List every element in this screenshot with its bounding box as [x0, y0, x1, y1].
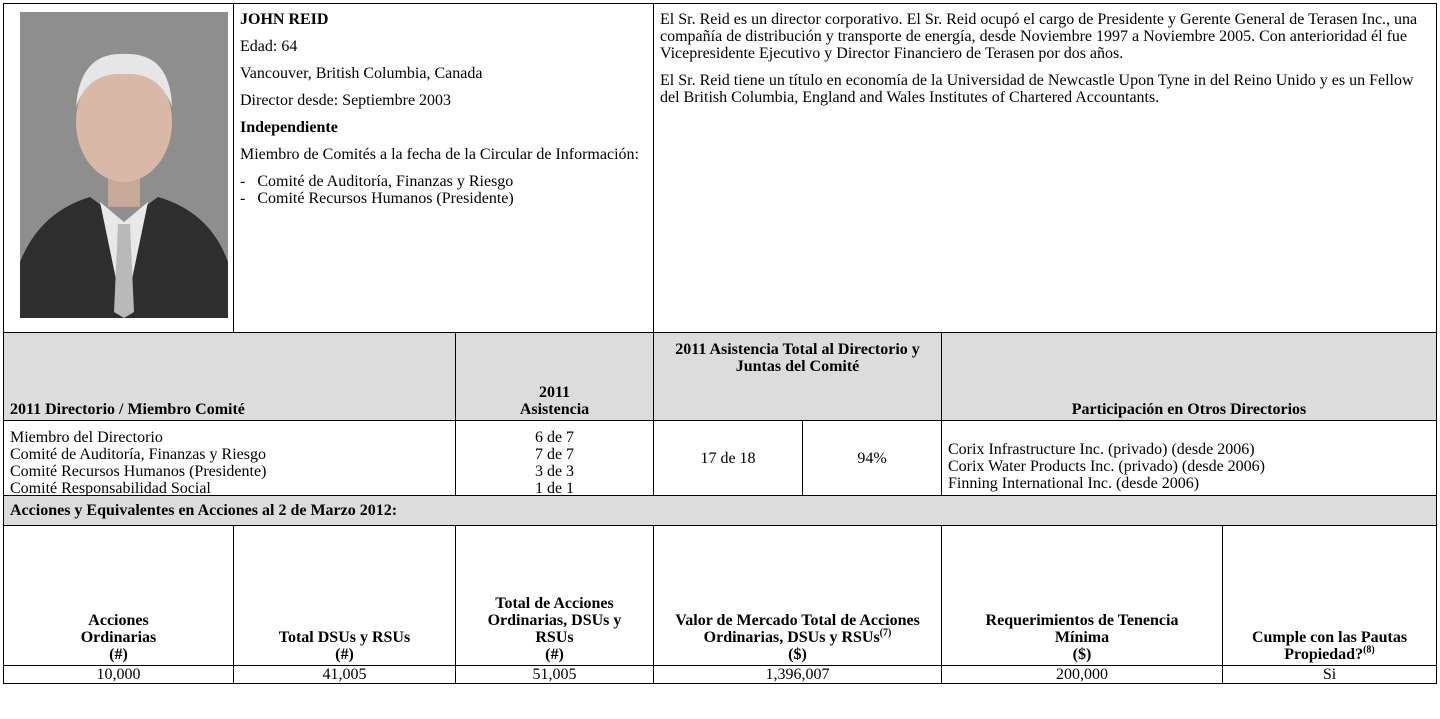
header: 2011 Asistencia Total al Directorio y Ju… [675, 341, 920, 375]
header-cell: 2011 Asistencia Total al Directorio y Ju… [653, 332, 942, 421]
committee: Comité de Auditoría, Finanzas y Riesgo [240, 173, 647, 190]
footnote: (8) [1363, 644, 1375, 656]
header-cell: 2011 Directorio / Miembro Comité [3, 332, 456, 421]
header: 2011 Directorio / Miembro Comité [10, 401, 245, 418]
header-cell: Valor de Mercado Total de Acciones Ordin… [653, 525, 942, 666]
photo-cell [3, 3, 234, 333]
attendance: 6 de 7 [534, 429, 575, 446]
value-cell: 200,000 [941, 665, 1223, 684]
committee: Comité Recursos Humanos (Presidente) [240, 190, 647, 207]
header: Cumple con las Pautas Propiedad? [1251, 629, 1408, 663]
attendance-cell: 6 de 7 7 de 7 3 de 3 1 de 1 [455, 420, 654, 497]
header-label: Acciones Ordinarias [64, 612, 173, 646]
total: 17 de 18 [700, 450, 756, 467]
status: Independiente [240, 119, 338, 136]
value: 10,000 [96, 666, 141, 683]
total-pct: 94% [857, 450, 887, 467]
committee-row: Miembro del Directorio [10, 429, 163, 446]
bio-cell: El Sr. Reid es un director corporativo. … [653, 3, 1437, 333]
age: Edad: 64 [240, 38, 298, 55]
total-cell: 17 de 18 [653, 420, 803, 496]
other-board: Finning International Inc. (desde 2006) [948, 475, 1200, 492]
value: 51,005 [532, 666, 577, 683]
value-cell: 10,000 [3, 665, 234, 684]
portrait [20, 12, 228, 318]
location: Vancouver, British Columbia, Canada [240, 65, 483, 82]
header: Total de Acciones Ordinarias, DSUs y RSU… [487, 595, 622, 646]
header: Valor de Mercado Total de Acciones Ordin… [675, 612, 920, 646]
committee-cell: Miembro del Directorio Comité de Auditor… [3, 420, 456, 497]
value-cell: 51,005 [455, 665, 654, 684]
value: 41,005 [322, 666, 367, 683]
header-unit: (#) [545, 646, 564, 663]
header-label: Total DSUs y RSUs [279, 629, 410, 646]
header-cell: 2011 Asistencia [455, 332, 654, 421]
value: 1,396,007 [765, 666, 830, 683]
pct-cell: 94% [802, 420, 942, 496]
committee-row: Comité de Auditoría, Finanzas y Riesgo [10, 446, 266, 463]
committee-row: Comité Recursos Humanos (Presidente) [10, 463, 267, 480]
value-cell: Si [1222, 665, 1437, 684]
header-cell: Total de Acciones Ordinarias, DSUs y RSU… [455, 525, 654, 666]
holdings-title-cell: Acciones y Equivalentes en Acciones al 2… [3, 495, 1437, 526]
name: JOHN REID [240, 11, 329, 28]
header-label: Cumple con las Pautas Propiedad?(8) [1243, 629, 1416, 663]
header-label: Requerimientos de Tenencia Mínima [962, 612, 1202, 646]
value: Si [1322, 666, 1337, 683]
header-cell: Acciones Ordinarias (#) [3, 525, 234, 666]
header: Total DSUs y RSUs [278, 629, 411, 646]
header-cell: Total DSUs y RSUs (#) [233, 525, 456, 666]
header-label: Valor de Mercado Total de Acciones Ordin… [674, 612, 921, 646]
header-unit: ($) [1072, 646, 1092, 663]
director-since: Director desde: Septiembre 2003 [240, 92, 452, 109]
profile-cell: JOHN REID Edad: 64 Vancouver, British Co… [233, 3, 654, 333]
header: 2011 Asistencia [519, 384, 590, 418]
committees-heading: Miembro de Comités a la fecha de la Circ… [240, 146, 639, 163]
header-unit: (#) [109, 646, 128, 663]
header: Acciones Ordinarias [80, 612, 157, 646]
header-cell: Participación en Otros Directorios [941, 332, 1437, 421]
attendance: 7 de 7 [534, 446, 575, 463]
header-cell: Cumple con las Pautas Propiedad?(8) [1222, 525, 1437, 666]
bio-paragraph: El Sr. Reid es un director corporativo. … [660, 11, 1418, 62]
other-board: Corix Infrastructure Inc. (privado) (des… [948, 441, 1255, 458]
header: Requerimientos de Tenencia Mínima [985, 612, 1179, 646]
holdings-title: Acciones y Equivalentes en Acciones al 2… [10, 502, 398, 519]
attendance: 3 de 3 [534, 463, 575, 480]
value-cell: 41,005 [233, 665, 456, 684]
header: Participación en Otros Directorios [1071, 401, 1307, 418]
header-unit: (#) [335, 646, 354, 663]
header-unit: ($) [788, 646, 807, 663]
value-cell: 1,396,007 [653, 665, 942, 684]
attendance: 1 de 1 [534, 480, 575, 497]
header-label: Total de Acciones Ordinarias, DSUs y RSU… [476, 595, 633, 646]
committee-row: Comité Responsabilidad Social [10, 480, 211, 497]
bio-paragraph: El Sr. Reid tiene un título en economía … [660, 72, 1414, 106]
footnote: (7) [879, 627, 892, 639]
value: 200,000 [1056, 666, 1108, 683]
other-board: Corix Water Products Inc. (privado) (des… [948, 458, 1265, 475]
header-cell: Requerimientos de Tenencia Mínima ($) [941, 525, 1223, 666]
boards-cell: Corix Infrastructure Inc. (privado) (des… [941, 420, 1437, 496]
